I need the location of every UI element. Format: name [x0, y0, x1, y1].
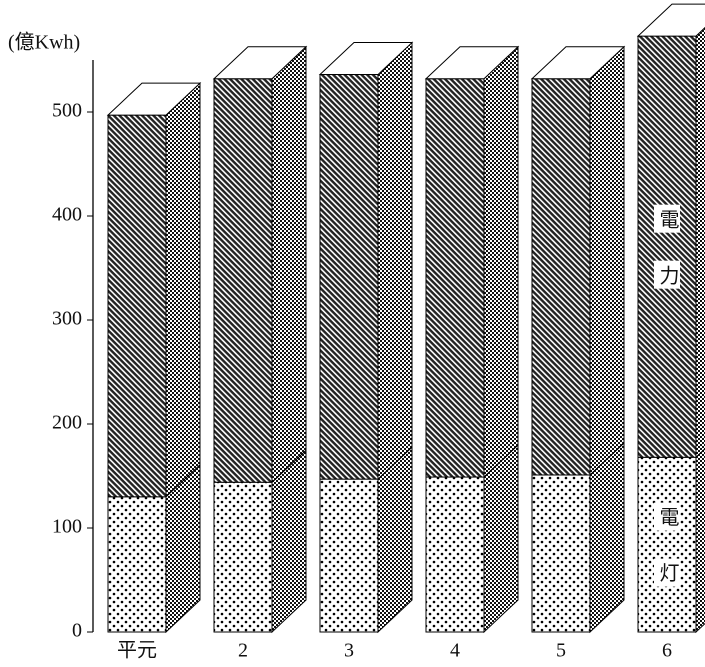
- bar-side: [271, 45, 307, 484]
- y-tick-label: 100: [52, 516, 82, 538]
- bar-segment: [319, 478, 379, 633]
- bar-segment: [531, 78, 591, 476]
- bar-side: [589, 441, 625, 634]
- y-tick-label: 200: [52, 412, 82, 434]
- x-tick-label: 2: [238, 640, 248, 662]
- bar-top: [636, 3, 705, 37]
- legend-bg: [654, 204, 680, 233]
- bar-top: [106, 82, 202, 116]
- legend-label: 電灯: [656, 507, 679, 619]
- bar-top: [212, 46, 308, 80]
- bar-side: [589, 45, 625, 477]
- y-axis-label: (億Kwh): [8, 31, 80, 54]
- x-tick-label: 平元: [117, 640, 157, 662]
- bar-segment: [213, 78, 273, 483]
- x-tick-label: 4: [450, 640, 460, 662]
- legend-bg: [654, 502, 680, 531]
- y-tick-label: 300: [52, 308, 82, 330]
- bar-side: [165, 81, 201, 498]
- legend-label: 電力: [656, 209, 678, 321]
- bar-segment: [319, 74, 379, 480]
- bar-top: [530, 46, 626, 80]
- bar-side: [377, 41, 413, 481]
- bar-segment: [107, 496, 167, 633]
- x-tick-label: 5: [556, 640, 566, 662]
- bar-segment: [213, 481, 273, 633]
- bar-top: [424, 46, 520, 80]
- y-tick-label: 400: [52, 204, 82, 226]
- bar-top: [318, 42, 414, 76]
- bar-side: [483, 45, 519, 479]
- bar-segment: [425, 78, 485, 478]
- bar-segment: [637, 456, 697, 633]
- bar-segment: [531, 474, 591, 633]
- y-tick-label: 500: [52, 100, 82, 122]
- bar-segment: [637, 35, 697, 458]
- bar-segment: [107, 114, 167, 498]
- bar-segment: [425, 476, 485, 633]
- x-tick-label: 6: [662, 640, 672, 662]
- bar-side: [483, 443, 519, 634]
- x-tick-label: 3: [344, 640, 354, 662]
- legend-bg: [654, 558, 680, 587]
- bar-side: [695, 26, 705, 459]
- legend-bg: [654, 260, 680, 289]
- y-tick-label: 0: [72, 620, 82, 642]
